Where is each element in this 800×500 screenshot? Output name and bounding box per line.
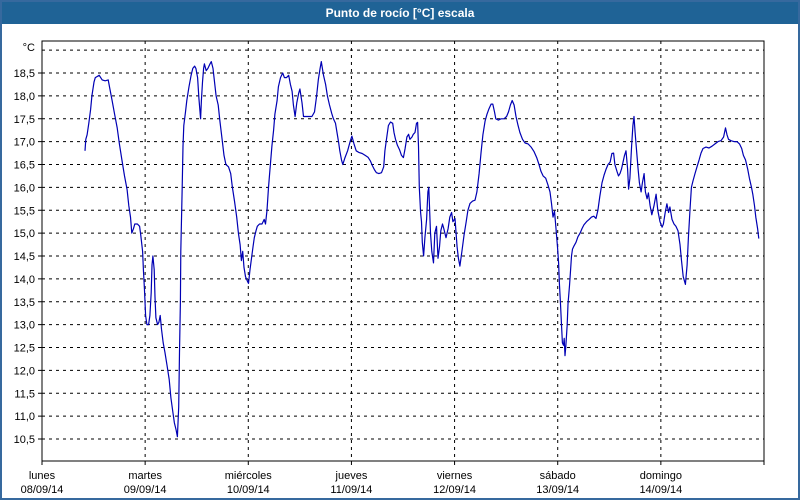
y-axis-unit-label: °C bbox=[23, 42, 35, 54]
chart-area: 18,5 18,0 17,5 17,0 16,5 16,0 15,5 15,0 14,5 14,0… bbox=[2, 24, 798, 498]
y-tick-label: 15,5 bbox=[14, 205, 35, 217]
dewpoint-chart: 18,5 18,0 17,5 17,0 16,5 16,0 15,5 15,0 14,5 14,0… bbox=[14, 40, 765, 496]
title-bar: Punto de rocío [°C] escala bbox=[2, 2, 798, 24]
x-date-label: 09/09/14 bbox=[124, 484, 167, 496]
y-tick-label: 14,5 bbox=[14, 251, 35, 263]
window-title: Punto de rocío [°C] escala bbox=[325, 6, 475, 20]
x-date-label: 13/09/14 bbox=[536, 484, 579, 496]
y-tick-label: 12,0 bbox=[14, 365, 35, 377]
x-date-label: 10/09/14 bbox=[227, 484, 270, 496]
y-tick-label: 10,5 bbox=[14, 434, 35, 446]
x-date-label: 12/09/14 bbox=[433, 484, 476, 496]
y-tick-label: 14,0 bbox=[14, 274, 35, 286]
x-day-label: miércoles bbox=[225, 470, 273, 482]
y-tick-label: 17,5 bbox=[14, 114, 35, 126]
x-day-label: jueves bbox=[335, 470, 368, 482]
plot-border bbox=[41, 40, 765, 462]
y-tick-label: 18,5 bbox=[14, 68, 35, 80]
y-tick-label: 18,0 bbox=[14, 91, 35, 103]
x-date-label: 08/09/14 bbox=[21, 484, 64, 496]
x-day-label: viernes bbox=[437, 470, 473, 482]
y-tick-label: 13,0 bbox=[14, 320, 35, 332]
y-tick-label: 17,0 bbox=[14, 137, 35, 149]
x-day-label: lunes bbox=[29, 470, 56, 482]
x-date-label: 11/09/14 bbox=[330, 484, 372, 496]
y-tick-label: 16,5 bbox=[14, 160, 35, 172]
x-day-label: domingo bbox=[640, 470, 682, 482]
y-tick-label: 11,5 bbox=[14, 388, 35, 400]
x-day-label: martes bbox=[128, 470, 162, 482]
data-line bbox=[84, 60, 760, 438]
y-tick-label: 11,0 bbox=[14, 411, 35, 423]
y-tick-label: 16,0 bbox=[14, 182, 35, 194]
y-tick-label: 12,5 bbox=[14, 343, 35, 355]
x-day-label: sábado bbox=[540, 470, 576, 482]
y-tick-label: 15,0 bbox=[14, 228, 35, 240]
y-tick-label: 13,5 bbox=[14, 297, 35, 309]
x-date-label: 14/09/14 bbox=[639, 484, 682, 496]
